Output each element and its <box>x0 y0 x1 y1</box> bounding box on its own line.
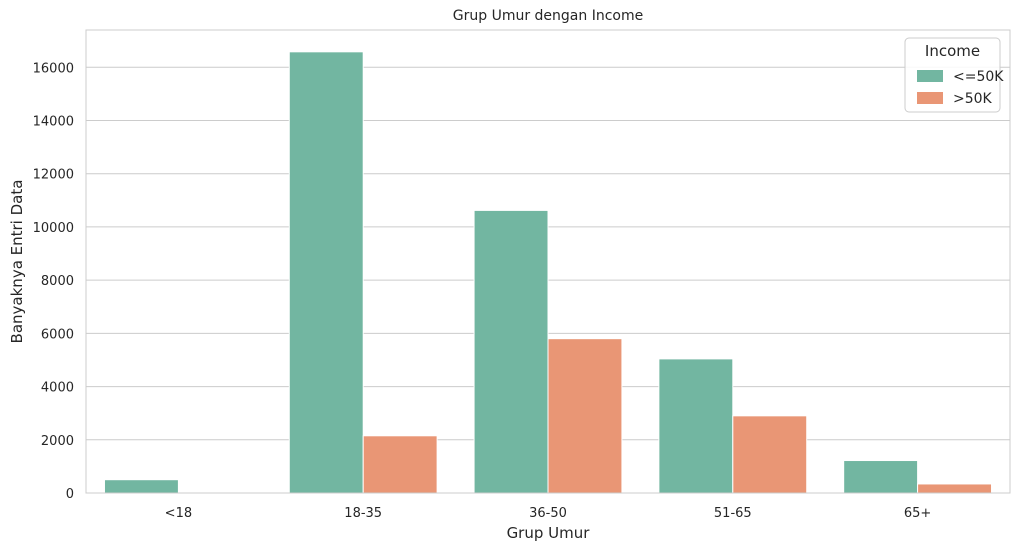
x-tick-label: <18 <box>165 506 192 521</box>
y-tick-label: 8000 <box>41 274 74 289</box>
bar <box>658 358 734 494</box>
bar <box>288 51 364 494</box>
y-tick-label: 0 <box>66 487 74 502</box>
y-tick-label: 6000 <box>41 327 74 342</box>
y-tick-label: 16000 <box>33 61 74 76</box>
bar <box>843 460 919 494</box>
y-axis-label: Banyaknya Entri Data <box>8 180 26 344</box>
x-tick-label: 51-65 <box>714 506 752 521</box>
x-tick-label: 18-35 <box>344 506 382 521</box>
chart-title: Grup Umur dengan Income <box>453 8 643 24</box>
bar <box>473 209 549 494</box>
bar <box>103 479 179 494</box>
bar <box>732 415 808 494</box>
x-tick-label: 65+ <box>904 506 931 521</box>
y-tick-label: 12000 <box>33 168 74 183</box>
legend-swatch <box>917 70 943 82</box>
y-tick-label: 14000 <box>33 114 74 129</box>
bar <box>917 483 993 494</box>
x-tick-label: 36-50 <box>529 506 567 521</box>
legend-items: <=50K >50K <box>917 69 1004 107</box>
x-axis-ticks: <18 18-35 36-50 51-65 65+ <box>165 506 932 521</box>
legend-label: <=50K <box>953 69 1004 85</box>
bars <box>103 51 993 494</box>
y-tick-label: 4000 <box>41 381 74 396</box>
legend-swatch <box>917 92 943 104</box>
legend: Income <=50K >50K <box>904 37 1004 113</box>
bar <box>362 435 438 494</box>
y-tick-label: 2000 <box>41 434 74 449</box>
y-axis-ticks: 0 2000 4000 6000 8000 10000 12000 14000 16000 <box>33 61 74 502</box>
bar <box>547 338 623 494</box>
legend-label: >50K <box>953 91 993 107</box>
legend-title: Income <box>925 42 980 60</box>
y-tick-label: 10000 <box>33 221 74 236</box>
x-axis-label: Grup Umur <box>507 524 591 542</box>
plot-frame <box>85 29 1011 494</box>
